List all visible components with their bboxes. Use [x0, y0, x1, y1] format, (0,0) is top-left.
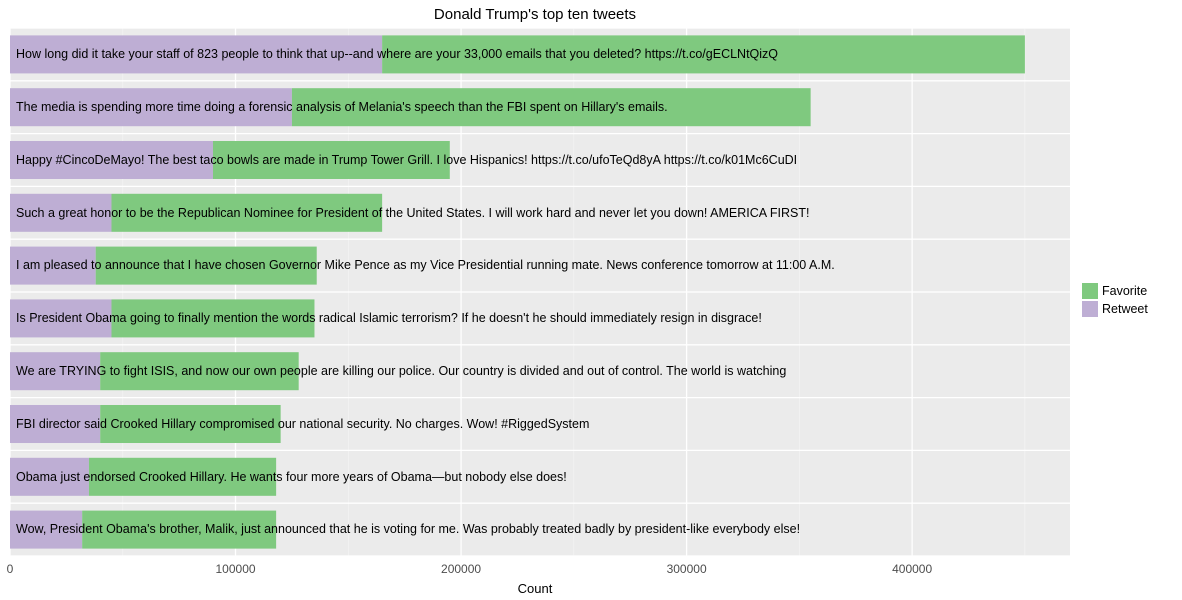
bar-favorite — [382, 35, 1025, 73]
legend-label-retweet: Retweet — [1102, 302, 1148, 316]
bar-favorite — [96, 247, 317, 285]
legend-swatch-retweet — [1082, 301, 1098, 317]
bar-retweet — [10, 458, 89, 496]
plot-area: How long did it take your staff of 823 p… — [10, 28, 1070, 556]
x-tick-label: 300000 — [667, 562, 707, 576]
bar-retweet — [10, 35, 382, 73]
bar-retweet — [10, 299, 111, 337]
bar-favorite — [111, 194, 382, 232]
bar-retweet — [10, 141, 213, 179]
tweets-bar-chart: Donald Trump's top ten tweets How long d… — [0, 0, 1182, 600]
legend-item-retweet: Retweet — [1082, 301, 1148, 317]
x-tick-label: 200000 — [441, 562, 481, 576]
chart-title: Donald Trump's top ten tweets — [0, 6, 1070, 23]
bar-favorite — [100, 352, 298, 390]
bar-favorite — [111, 299, 314, 337]
bar-favorite — [292, 88, 811, 126]
bar-retweet — [10, 405, 100, 443]
bar-retweet — [10, 194, 111, 232]
legend: Favorite Retweet — [1082, 0, 1148, 600]
x-tick-label: 0 — [7, 562, 14, 576]
bar-retweet — [10, 511, 82, 549]
bar-favorite — [82, 511, 276, 549]
legend-swatch-favorite — [1082, 283, 1098, 299]
legend-label-favorite: Favorite — [1102, 284, 1147, 298]
x-tick-label: 100000 — [216, 562, 256, 576]
x-tick-label: 400000 — [892, 562, 932, 576]
bar-favorite — [89, 458, 276, 496]
bar-retweet — [10, 88, 292, 126]
legend-item-favorite: Favorite — [1082, 283, 1148, 299]
bar-retweet — [10, 247, 96, 285]
bar-retweet — [10, 352, 100, 390]
bar-favorite — [213, 141, 450, 179]
x-axis-title: Count — [0, 581, 1070, 596]
bar-favorite — [100, 405, 280, 443]
